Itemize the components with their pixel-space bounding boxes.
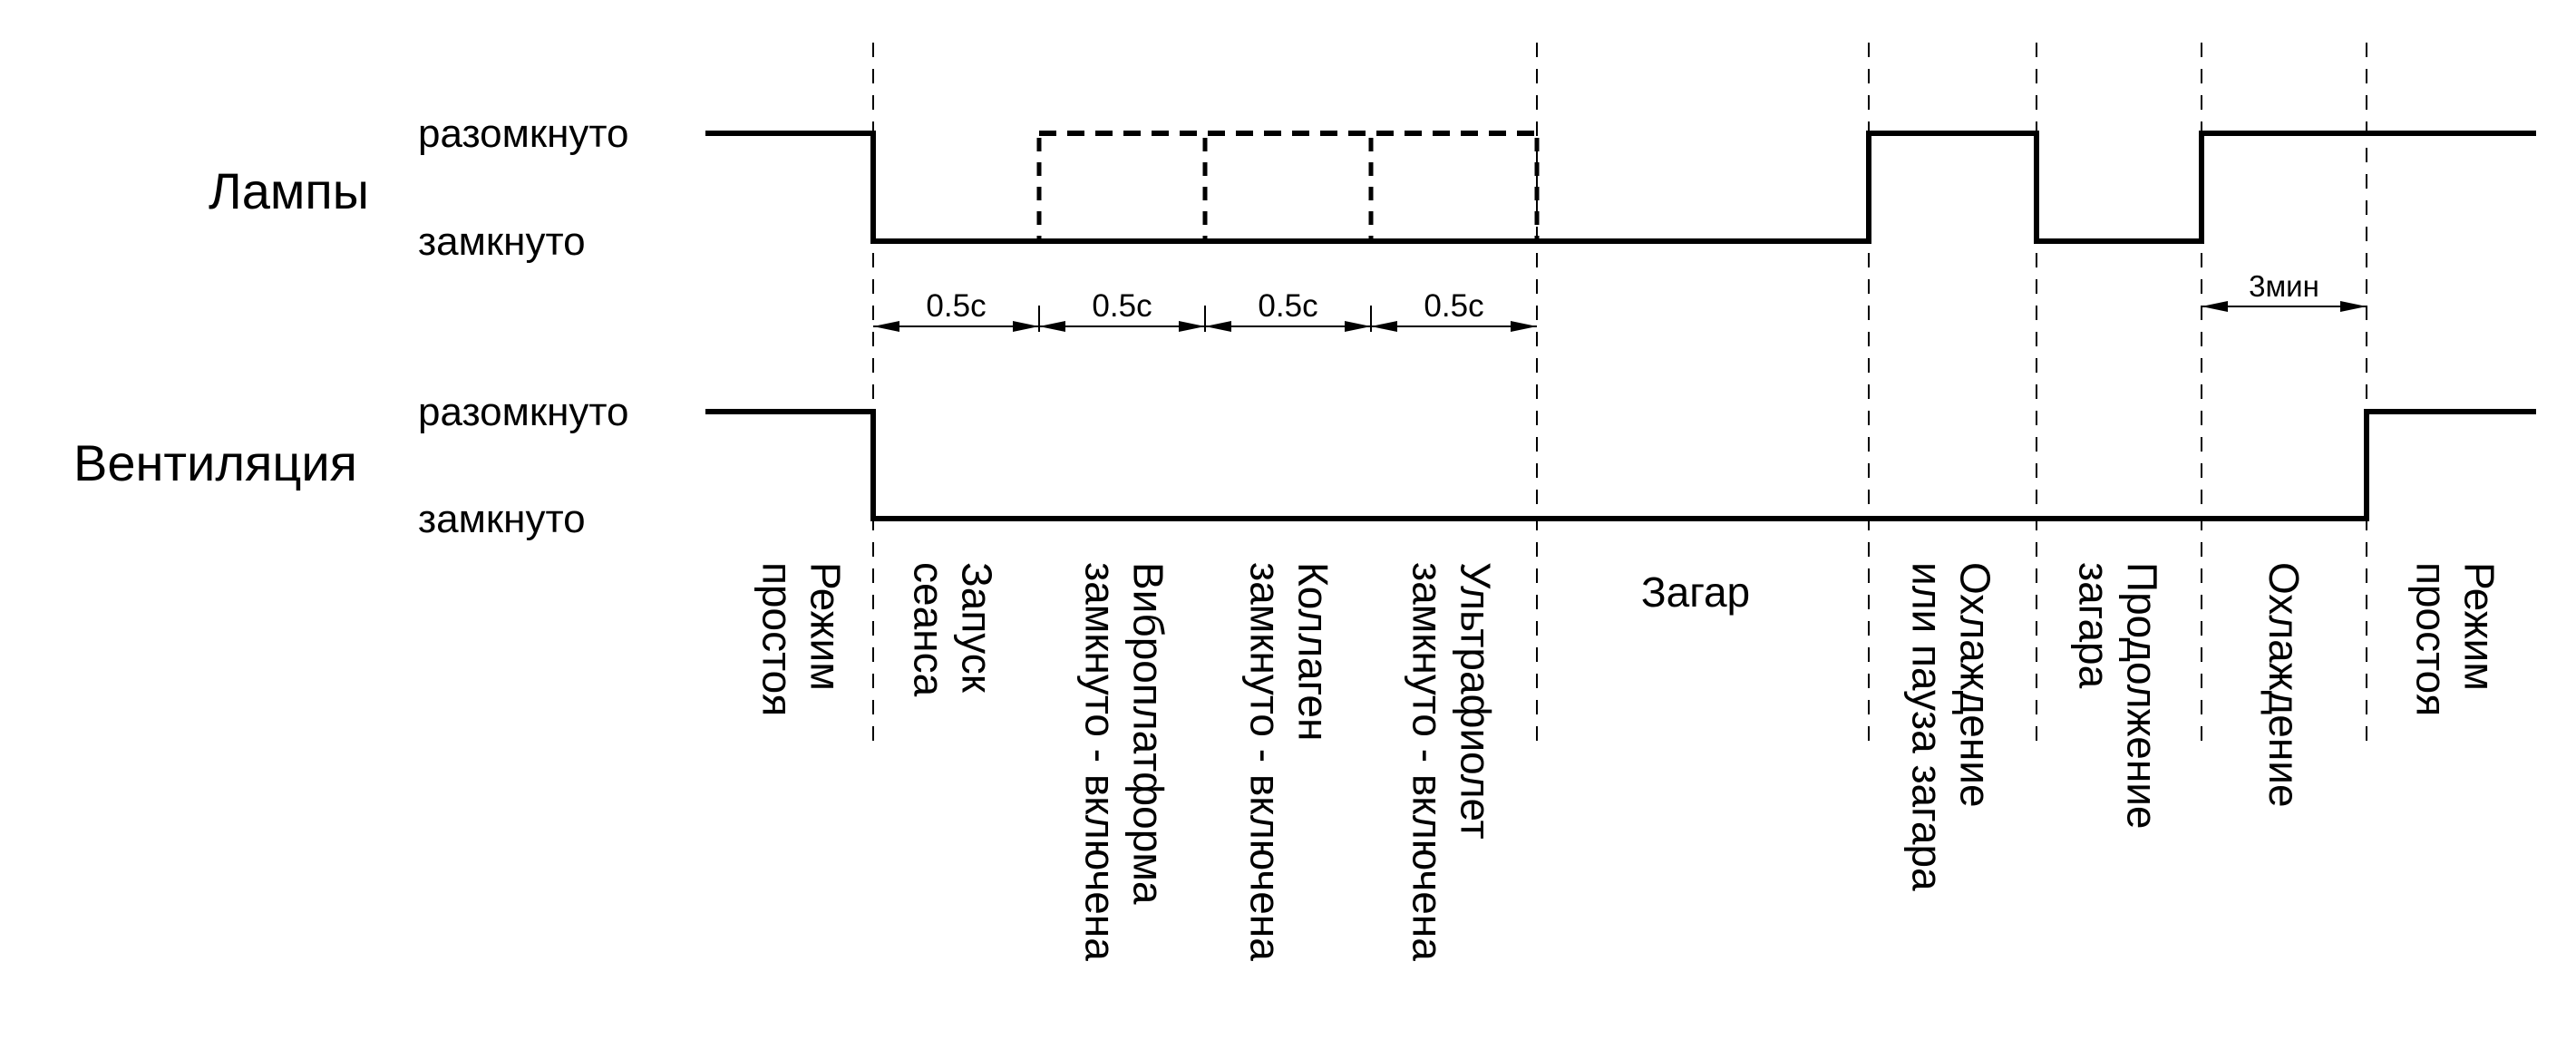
- dimension-arrowhead-left: [2202, 301, 2228, 312]
- state-label-open-ventilation: разомкнуто: [418, 390, 629, 434]
- phase-label: Коллаген: [1290, 562, 1337, 741]
- dimension-arrowhead-right: [1511, 321, 1537, 332]
- phase-label: замкнуто - включена: [1242, 562, 1289, 961]
- dimension-arrowhead-right: [1345, 321, 1371, 332]
- row-title-lamps: Лампы: [209, 162, 369, 219]
- lamps-trace: [705, 131, 2536, 244]
- interval-label-0-5s: 0.5с: [1424, 288, 1483, 324]
- interval-label-3min: 3мин: [2249, 269, 2319, 303]
- phase-label: Продолжение: [2119, 562, 2166, 830]
- phase-label: Режим: [2456, 562, 2503, 691]
- phase-label: загара: [2071, 562, 2118, 689]
- phase-label: простоя: [754, 562, 802, 716]
- phase-label: сеанса: [906, 562, 953, 697]
- phase-label: Виброплатформа: [1125, 562, 1172, 905]
- phase-label: или пауза загара: [1904, 562, 1951, 891]
- dimension-arrowhead-left: [873, 321, 899, 332]
- dimension-arrowhead-left: [1371, 321, 1397, 332]
- dimension-arrowhead-left: [1205, 321, 1231, 332]
- phase-label: замкнуто - включена: [1405, 562, 1452, 961]
- row-title-ventilation: Вентиляция: [73, 434, 357, 491]
- phase-label: Ультрафиолет: [1453, 562, 1500, 840]
- state-label-open-lamps: разомкнуто: [418, 112, 629, 156]
- dimension-arrowhead-right: [1013, 321, 1039, 332]
- phase-label: замкнуто - включена: [1077, 562, 1124, 961]
- phase-label: Охлаждение: [2260, 562, 2308, 808]
- state-label-closed-ventilation: замкнуто: [418, 497, 586, 541]
- phase-label: Охлаждение: [1952, 562, 1999, 808]
- dimension-arrowhead-left: [1039, 321, 1065, 332]
- state-label-closed-lamps: замкнуто: [418, 219, 586, 264]
- ventilation-trace: [705, 409, 2536, 521]
- phase-label: Запуск: [954, 562, 1001, 694]
- interval-label-0-5s: 0.5с: [926, 288, 986, 324]
- interval-label-0-5s: 0.5с: [1258, 288, 1317, 324]
- phase-label: простоя: [2408, 562, 2455, 716]
- dimension-arrowhead-right: [2340, 301, 2367, 312]
- phase-label: Режим: [802, 562, 850, 691]
- phase-label-tanning: Загар: [1641, 568, 1750, 616]
- dimension-arrowhead-right: [1179, 321, 1205, 332]
- interval-label-0-5s: 0.5с: [1092, 288, 1152, 324]
